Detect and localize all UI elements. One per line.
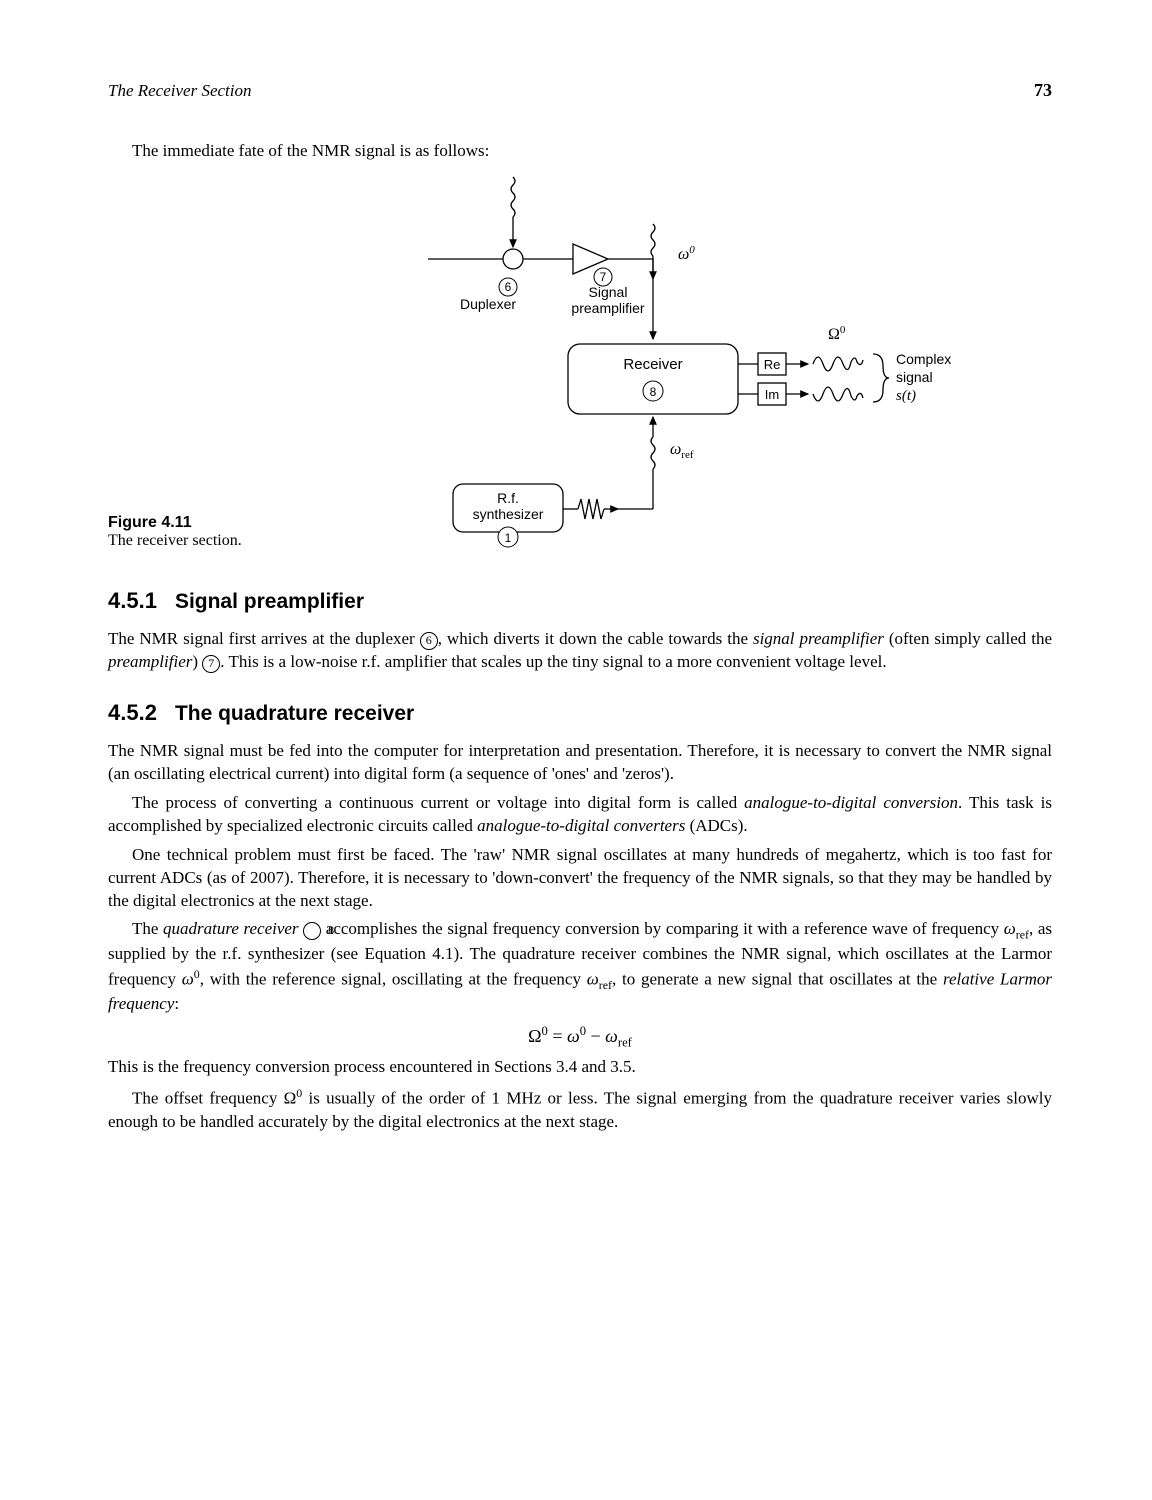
label-synth-num: 1 xyxy=(505,531,512,545)
label-preamp-l2: preamplifier xyxy=(571,300,644,316)
section-452-head: 4.5.2 The quadrature receiver xyxy=(108,700,1052,726)
circled-7: 7 xyxy=(202,655,220,673)
figure-caption: Figure 4.11 The receiver section. xyxy=(108,514,318,554)
label-omega0-sup: 0 xyxy=(689,244,695,256)
label-omega0: ω xyxy=(678,246,689,263)
label-receiver-num: 8 xyxy=(650,385,657,399)
section-451-num: 4.5.1 xyxy=(108,588,157,613)
svg-text:Ω0: Ω0 xyxy=(828,324,846,343)
section-452-num: 4.5.2 xyxy=(108,700,157,725)
equation: Ω0 = ω0 − ωref xyxy=(108,1024,1052,1051)
figure-diagram: 6 Duplexer 7 Signal preamplifier ω0 xyxy=(318,169,1052,554)
intro-text: The immediate fate of the NMR signal is … xyxy=(108,141,1052,161)
sec452-p2: The process of converting a continuous c… xyxy=(108,792,1052,838)
label-re: Re xyxy=(764,357,781,372)
svg-text:ωref: ωref xyxy=(670,441,694,461)
label-im: Im xyxy=(765,387,779,402)
sec452-p4: The quadrature receiver 8 accomplishes t… xyxy=(108,918,1052,1015)
figure-number: Figure 4.11 xyxy=(108,514,192,531)
label-preamp-l1: Signal xyxy=(589,284,628,300)
label-wref-sub: ref xyxy=(681,449,694,461)
circled-6: 6 xyxy=(420,632,438,650)
label-synth-l2: synthesizer xyxy=(473,506,544,522)
section-451-head: 4.5.1 Signal preamplifier xyxy=(108,588,1052,614)
label-wref: ω xyxy=(670,441,681,458)
label-receiver: Receiver xyxy=(623,356,682,373)
label-duplexer: Duplexer xyxy=(460,296,516,312)
sec451-p1: The NMR signal first arrives at the dupl… xyxy=(108,628,1052,674)
figure-caption-text: The receiver section. xyxy=(108,532,242,549)
page-number: 73 xyxy=(1034,80,1052,101)
section-452-title: The quadrature receiver xyxy=(175,702,414,725)
label-complex-l2: signal xyxy=(896,369,933,385)
label-synth-l1: R.f. xyxy=(497,490,519,506)
label-complex-l1: Complex xyxy=(896,351,951,367)
page-header: The Receiver Section 73 xyxy=(108,80,1052,101)
section-451-title: Signal preamplifier xyxy=(175,590,364,613)
label-duplexer-num: 6 xyxy=(505,280,512,294)
sec452-p5: This is the frequency conversion process… xyxy=(108,1056,1052,1079)
label-preamp-num: 7 xyxy=(600,270,607,284)
sec452-p1: The NMR signal must be fed into the comp… xyxy=(108,740,1052,786)
sec452-p3: One technical problem must first be face… xyxy=(108,844,1052,913)
header-title: The Receiver Section xyxy=(108,81,252,101)
label-complex-l3: s(t) xyxy=(896,388,916,404)
sec452-p6: The offset frequency Ω0 is usually of th… xyxy=(108,1085,1052,1134)
svg-text:ω0: ω0 xyxy=(678,244,695,263)
label-Omega0-sup: 0 xyxy=(840,324,846,336)
circled-8: 8 xyxy=(303,922,321,940)
label-Omega0: Ω xyxy=(828,326,840,343)
